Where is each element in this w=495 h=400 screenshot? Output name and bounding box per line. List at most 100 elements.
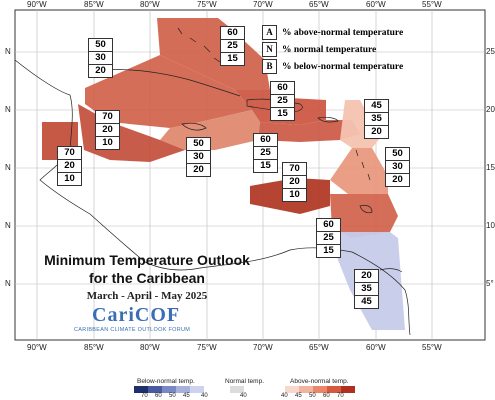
lon-bottom-label: 60°W bbox=[366, 343, 386, 352]
region-windward bbox=[330, 148, 388, 194]
lon-top-label: 55°W bbox=[422, 0, 442, 9]
colorbar-cell-below-40 bbox=[190, 386, 204, 393]
prob-below: 10 bbox=[64, 173, 75, 184]
colorbar-tick: 50 bbox=[309, 393, 316, 399]
caricof-logo: CariCOF bbox=[92, 304, 181, 326]
prob-below: 20 bbox=[193, 164, 204, 175]
legend-label-normal: % normal temperature bbox=[282, 44, 377, 55]
legend-above: A % above-normal temperature bbox=[262, 25, 403, 40]
prob-above: 60 bbox=[221, 27, 244, 40]
prob-below: 20 bbox=[392, 174, 403, 185]
prob-box-hispaniola: 60 25 15 bbox=[270, 81, 295, 121]
lon-bottom-label: 90°W bbox=[27, 343, 47, 352]
prob-above: 45 bbox=[365, 100, 388, 113]
forecast-regions bbox=[42, 18, 405, 330]
prob-box-abc-islands: 70 20 10 bbox=[282, 162, 307, 202]
colorbar-cell-below-70 bbox=[134, 386, 148, 393]
region-trinidad bbox=[330, 194, 398, 238]
legend-key-a: A bbox=[262, 25, 277, 40]
lat-right-label: 5° bbox=[486, 279, 494, 288]
prob-normal: 30 bbox=[89, 52, 112, 65]
legend-normal: N % normal temperature bbox=[262, 42, 376, 57]
prob-below: 10 bbox=[289, 189, 300, 200]
colorbar-cell-above-60 bbox=[327, 386, 341, 393]
colorbar-cell-below-50 bbox=[162, 386, 176, 393]
legend-key-n: N bbox=[262, 42, 277, 57]
prob-below: 10 bbox=[102, 137, 113, 148]
lat-right-label: 25 bbox=[486, 47, 495, 56]
colorbar-cell-above-50 bbox=[313, 386, 327, 393]
prob-below: 15 bbox=[227, 53, 238, 64]
region-jamaica bbox=[160, 110, 260, 150]
prob-above: 60 bbox=[317, 219, 340, 232]
lon-top-label: 60°W bbox=[366, 0, 386, 9]
lon-top-label: 70°W bbox=[253, 0, 273, 9]
prob-above: 50 bbox=[89, 39, 112, 52]
colorbar-cell-above-40 bbox=[285, 386, 299, 393]
prob-normal: 25 bbox=[254, 147, 277, 160]
prob-normal: 25 bbox=[317, 232, 340, 245]
prob-box-leeward: 45 35 20 bbox=[364, 99, 389, 139]
lon-top-label: 80°W bbox=[140, 0, 160, 9]
colorbar-above-label: Above-normal temp. bbox=[290, 378, 349, 385]
map-title-line2: for the Caribbean bbox=[89, 270, 205, 286]
caricof-tagline: CARIBBEAN CLIMATE OUTLOOK FORUM bbox=[74, 327, 191, 333]
lat-right-label: 20 bbox=[486, 105, 495, 114]
prob-normal: 25 bbox=[271, 95, 294, 108]
legend-label-above: % above-normal temperature bbox=[282, 27, 404, 38]
lon-bottom-label: 70°W bbox=[253, 343, 273, 352]
colorbar-below-label: Below-normal temp. bbox=[137, 378, 195, 385]
lon-top-label: 75°W bbox=[197, 0, 217, 9]
prob-box-honduras: 70 20 10 bbox=[57, 146, 82, 186]
lat-right-label: 15 bbox=[486, 163, 495, 172]
prob-normal: 30 bbox=[386, 161, 409, 174]
prob-above: 70 bbox=[283, 163, 306, 176]
colorbar-tick: 40 bbox=[201, 393, 208, 399]
prob-below: 45 bbox=[361, 296, 372, 307]
prob-box-windward: 50 30 20 bbox=[385, 147, 410, 187]
prob-box-puerto-rico: 60 25 15 bbox=[253, 133, 278, 173]
map-period: March - April - May 2025 bbox=[86, 290, 208, 302]
lon-bottom-label: 75°W bbox=[197, 343, 217, 352]
colorbar-tick: 70 bbox=[337, 393, 344, 399]
lat-right-label: 10 bbox=[486, 221, 495, 230]
colorbar-cell-above-70 bbox=[341, 386, 355, 393]
prob-above: 20 bbox=[355, 270, 378, 283]
prob-below: 15 bbox=[323, 245, 334, 256]
coastlines bbox=[14, 27, 411, 336]
lon-top-label: 85°W bbox=[84, 0, 104, 9]
lon-top-label: 90°W bbox=[27, 0, 47, 9]
colorbar-tick: 40 bbox=[240, 393, 247, 399]
colorbar-cell-above-45 bbox=[299, 386, 313, 393]
prob-normal: 20 bbox=[58, 160, 81, 173]
prob-below: 15 bbox=[260, 160, 271, 171]
lon-bottom-label: 65°W bbox=[309, 343, 329, 352]
map-title-line1: Minimum Temperature Outlook bbox=[44, 252, 250, 268]
region-cuba bbox=[85, 55, 252, 128]
prob-above: 50 bbox=[187, 138, 210, 151]
lat-left-label: N bbox=[5, 47, 11, 56]
region-puerto-rico bbox=[258, 120, 360, 142]
prob-normal: 30 bbox=[187, 151, 210, 164]
colorbar-cell-below-60 bbox=[148, 386, 162, 393]
prob-box-jamaica: 50 30 20 bbox=[186, 137, 211, 177]
prob-box-central-west: 50 30 20 bbox=[88, 38, 113, 78]
lat-left-label: N bbox=[5, 221, 11, 230]
prob-box-guianas: 20 35 45 bbox=[354, 269, 379, 309]
colorbar-tick: 70 bbox=[141, 393, 148, 399]
colorbar-tick: 45 bbox=[183, 393, 190, 399]
lat-left-label: N bbox=[5, 105, 11, 114]
lon-top-label: 65°W bbox=[309, 0, 329, 9]
prob-box-bahamas: 60 25 15 bbox=[220, 26, 245, 66]
colorbar-cell-below-45 bbox=[176, 386, 190, 393]
legend-label-below: % below-normal temperature bbox=[282, 61, 404, 72]
colorbar-tick: 45 bbox=[295, 393, 302, 399]
lat-left-label: N bbox=[5, 163, 11, 172]
legend-below: B % below-normal temperature bbox=[262, 59, 403, 74]
prob-above: 70 bbox=[58, 147, 81, 160]
region-bahamas bbox=[157, 18, 270, 90]
prob-normal: 25 bbox=[221, 40, 244, 53]
lon-bottom-label: 85°W bbox=[84, 343, 104, 352]
prob-above: 60 bbox=[254, 134, 277, 147]
